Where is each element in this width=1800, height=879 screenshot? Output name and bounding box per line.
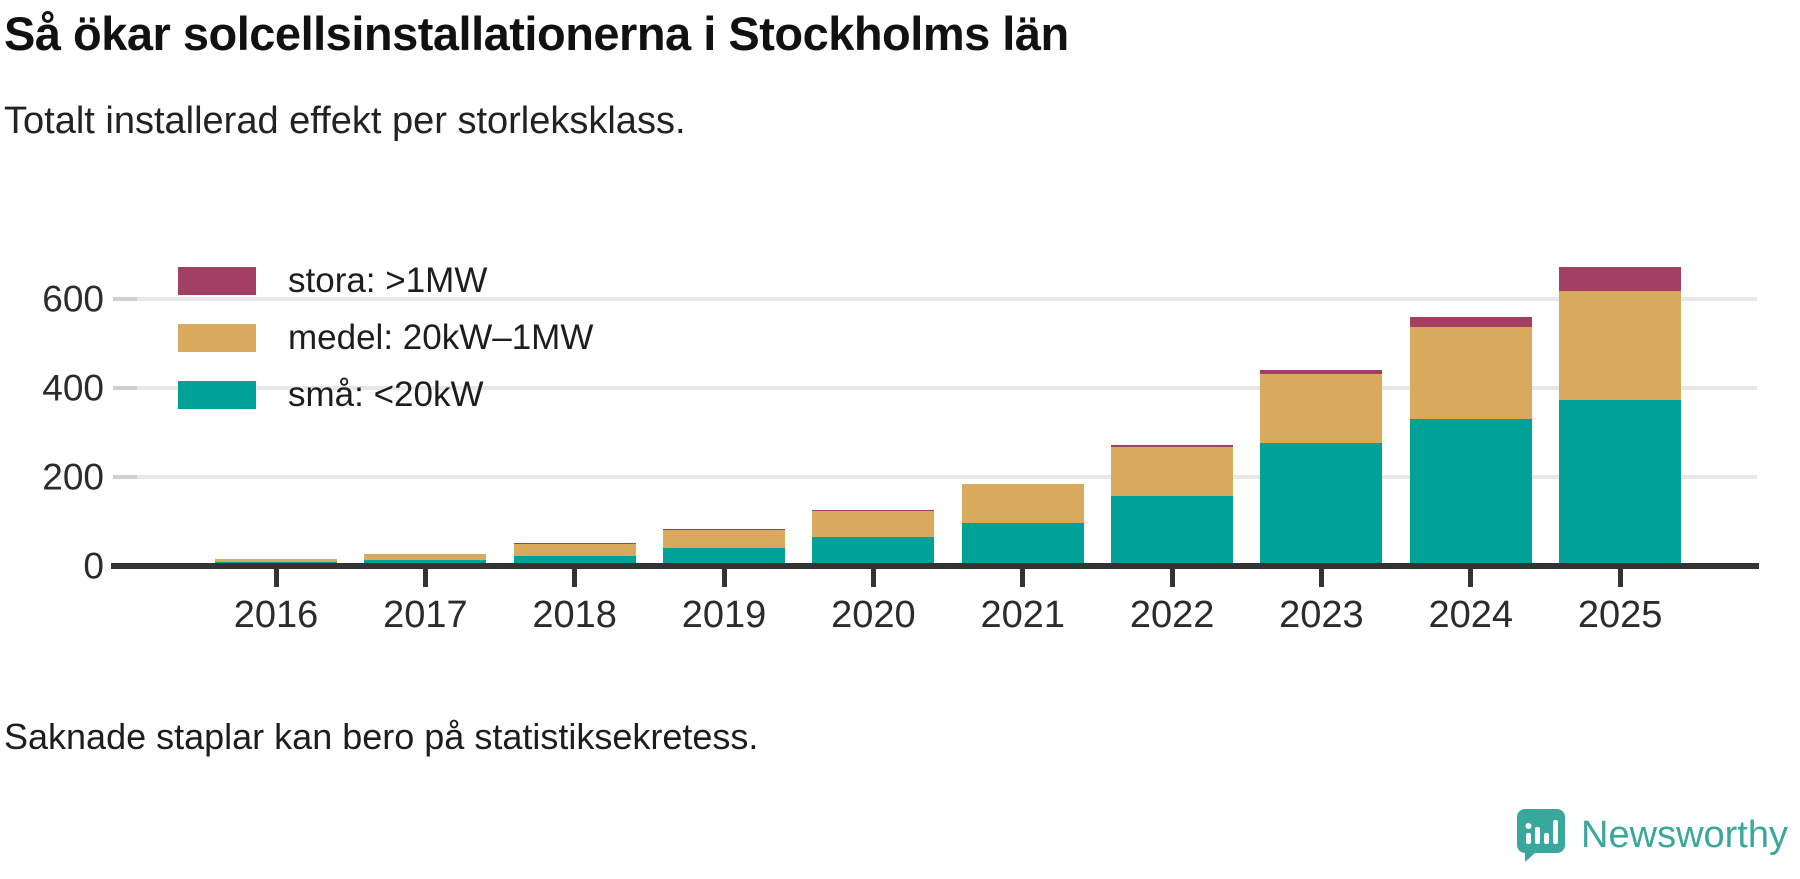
bar-segment-2020-stora [812,509,935,511]
bar-segment-2019-stora [663,528,786,531]
y-axis-label-0: 0 [83,545,104,587]
bar-2022 [1111,444,1234,566]
x-tick-mark-2024 [1468,569,1474,587]
bar-segment-2018-stora [513,542,636,545]
x-tick-mark-2020 [870,569,876,587]
bar-segment-2019-små [663,547,786,566]
bar-2024 [1409,317,1532,566]
x-axis-label-2023: 2023 [1279,594,1364,636]
y-axis-label-400: 400 [42,367,104,409]
legend-swatch-medel [178,324,256,352]
bar-segment-2018-medel [513,544,636,557]
y-axis-label-200: 200 [42,456,104,498]
gridline-200 [136,475,1757,480]
bar-segment-2023-stora [1260,369,1383,375]
bar-segment-2021-medel [961,484,1084,523]
bar-segment-2022-små [1111,495,1234,566]
x-tick-mark-2021 [1020,569,1026,587]
plot-area: 2016 2017 2018 2019 2020 2021 2022 2023 2024 2025 [111,236,1759,636]
x-axis-label-2022: 2022 [1129,594,1215,636]
bar-2023 [1260,369,1383,566]
bar-segment-2022-stora [1111,444,1234,447]
y-axis-label-600: 600 [42,278,104,320]
bar-segment-2023-medel [1260,374,1383,443]
x-axis-label-2017: 2017 [383,594,468,636]
bar-segment-2022-medel [1111,446,1234,496]
bar-segment-2025-medel [1559,291,1682,400]
gridline-400 [136,386,1757,391]
legend-label-små: små: <20kW [288,375,484,414]
chart-subtitle: Totalt installerad effekt per storlekskl… [4,100,686,142]
bar-segment-2017-medel [364,554,487,561]
legend-item-stora: stora: >1MW [178,261,487,300]
bar-segment-2020-medel [812,510,935,538]
legend-item-små: små: <20kW [178,375,483,414]
bar-2025 [1559,267,1682,566]
x-axis-label-2016: 2016 [233,594,319,636]
bar-segment-2017-stora [364,553,487,555]
bar-2020 [812,509,935,566]
x-axis-label-2019: 2019 [681,594,767,636]
y-tick-mark-400 [113,386,137,391]
bar-2021 [961,484,1084,566]
x-tick-mark-2025 [1617,569,1623,587]
bar-segment-2024-små [1409,418,1532,566]
x-axis-label-2020: 2020 [831,594,916,636]
legend-swatch-små [178,381,256,409]
chart-title: Så ökar solcellsinstallationerna i Stock… [4,7,1069,60]
legend-swatch-stora [178,267,256,295]
bar-2018 [513,542,636,566]
bar-segment-2019-medel [663,530,786,548]
bar-segment-2016-medel [215,558,337,563]
gridline-600 [136,297,1757,302]
bar-segment-2025-små [1559,399,1682,566]
y-tick-mark-600 [113,297,137,302]
x-axis-label-2025: 2025 [1577,594,1663,636]
x-tick-mark-2023 [1318,569,1324,587]
x-axis-label-2024: 2024 [1428,594,1514,636]
bar-segment-2020-små [812,537,935,566]
legend-item-medel: medel: 20kW–1MW [178,318,593,357]
y-axis-labels: 0 200 400 600 [0,0,104,879]
y-tick-mark-200 [113,475,137,480]
bar-segment-2024-stora [1409,317,1532,328]
x-axis-label-2021: 2021 [980,594,1066,636]
brand: Newsworthy [1515,806,1788,864]
bar-segment-2024-medel [1409,327,1532,419]
bar-segment-2025-stora [1559,267,1682,292]
bar-segment-2023-små [1260,442,1383,566]
bar-segment-2018-små [513,556,636,566]
legend-label-medel: medel: 20kW–1MW [288,318,594,357]
x-tick-mark-2016 [273,569,279,587]
bar-2019 [663,528,786,566]
x-tick-mark-2019 [721,569,727,587]
brand-name: Newsworthy [1581,813,1788,856]
footnote: Saknade staplar kan bero på statistiksek… [4,716,759,757]
x-axis-label-2018: 2018 [532,594,617,636]
x-tick-mark-2022 [1169,569,1175,587]
legend-label-stora: stora: >1MW [288,261,488,300]
newsworthy-logo-icon [1515,807,1567,863]
x-tick-mark-2017 [422,569,428,587]
x-axis-line [111,563,1759,569]
bar-segment-2021-små [961,522,1084,566]
x-tick-mark-2018 [572,569,578,587]
